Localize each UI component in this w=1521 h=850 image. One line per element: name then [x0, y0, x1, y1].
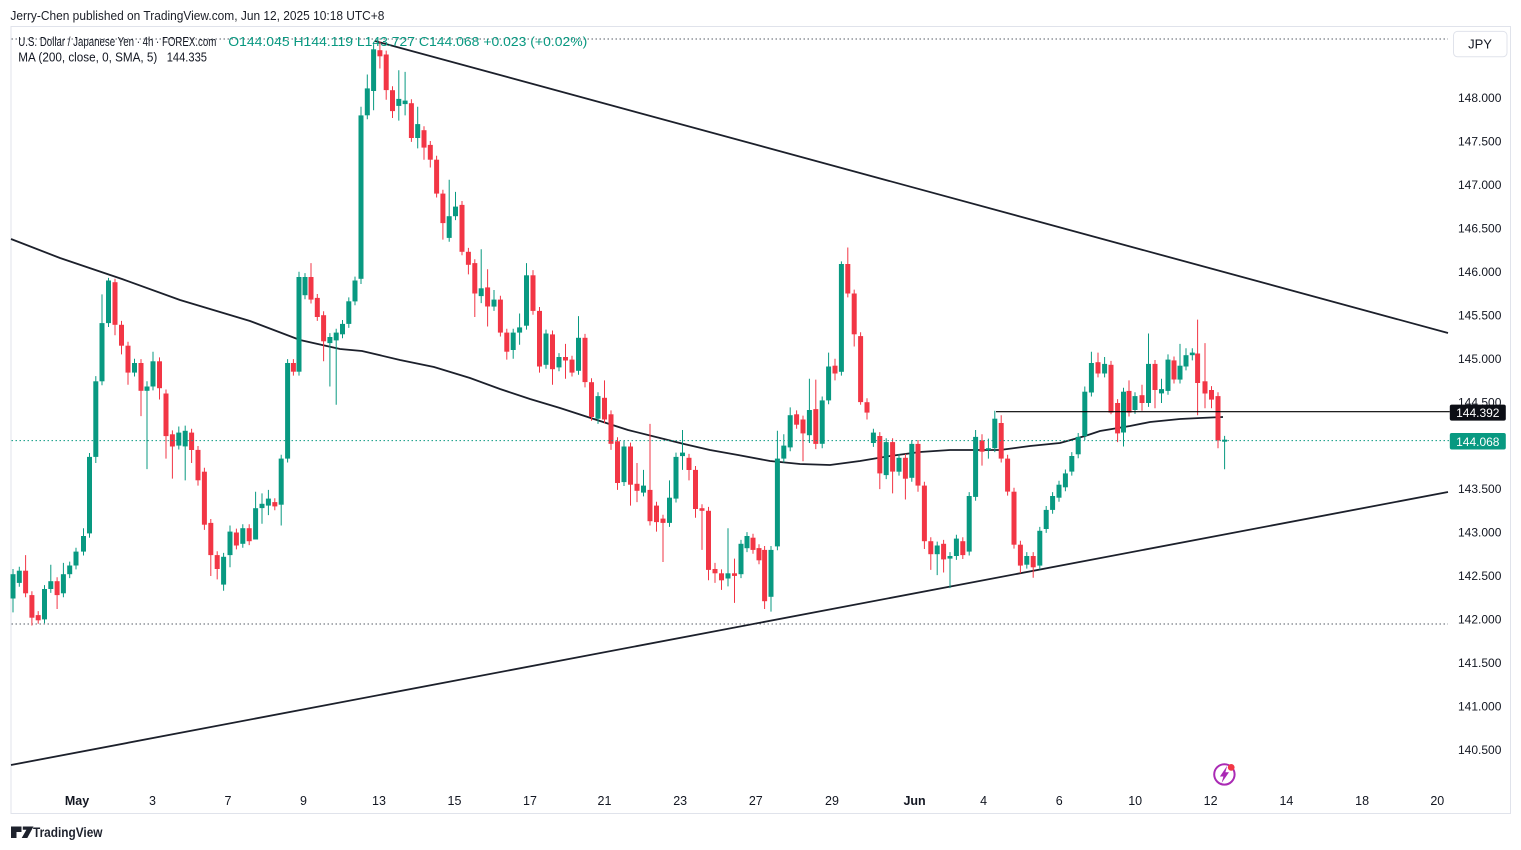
svg-text:13: 13 — [372, 794, 386, 808]
svg-text:29: 29 — [825, 794, 839, 808]
svg-text:7: 7 — [225, 794, 232, 808]
svg-text:147.500: 147.500 — [1458, 135, 1502, 149]
svg-text:27: 27 — [749, 794, 763, 808]
svg-text:23: 23 — [673, 794, 687, 808]
svg-text:10: 10 — [1128, 794, 1142, 808]
svg-text:6: 6 — [1056, 794, 1063, 808]
svg-text:148.000: 148.000 — [1458, 91, 1502, 105]
svg-text:JPY: JPY — [1468, 37, 1492, 52]
svg-text:146.000: 146.000 — [1458, 265, 1502, 279]
svg-text:20: 20 — [1430, 794, 1444, 808]
svg-text:146.500: 146.500 — [1458, 222, 1502, 236]
svg-text:Jun: Jun — [903, 794, 925, 808]
svg-text:17: 17 — [523, 794, 537, 808]
svg-text:143.000: 143.000 — [1458, 526, 1502, 540]
svg-text:3: 3 — [149, 794, 156, 808]
svg-text:141.000: 141.000 — [1458, 699, 1502, 713]
svg-text:141.500: 141.500 — [1458, 656, 1502, 670]
svg-text:142.500: 142.500 — [1458, 569, 1502, 583]
svg-text:140.500: 140.500 — [1458, 743, 1502, 757]
svg-text:Jerry-Chen published on Tradin: Jerry-Chen published on TradingView.com,… — [10, 8, 384, 23]
svg-text:U.S. Dollar / Japanese Yen · 4: U.S. Dollar / Japanese Yen · 4h · FOREX.… — [18, 35, 587, 49]
svg-text:21: 21 — [598, 794, 612, 808]
svg-text:12: 12 — [1204, 794, 1218, 808]
svg-text:144.068: 144.068 — [1456, 435, 1500, 449]
svg-text:145.000: 145.000 — [1458, 352, 1502, 366]
svg-text:May: May — [65, 794, 89, 808]
svg-text:143.500: 143.500 — [1458, 482, 1502, 496]
svg-text:TradingView: TradingView — [33, 825, 103, 840]
svg-text:145.500: 145.500 — [1458, 308, 1502, 322]
svg-text:18: 18 — [1355, 794, 1369, 808]
svg-text:15: 15 — [448, 794, 462, 808]
svg-text:14: 14 — [1279, 794, 1293, 808]
svg-text:147.000: 147.000 — [1458, 178, 1502, 192]
svg-text:4: 4 — [980, 794, 987, 808]
svg-text:MA (200, close, 0, SMA, 5)144.: MA (200, close, 0, SMA, 5) 144.335 — [18, 51, 207, 65]
svg-text:142.000: 142.000 — [1458, 613, 1502, 627]
svg-text:9: 9 — [300, 794, 307, 808]
svg-text:144.392: 144.392 — [1456, 406, 1500, 420]
